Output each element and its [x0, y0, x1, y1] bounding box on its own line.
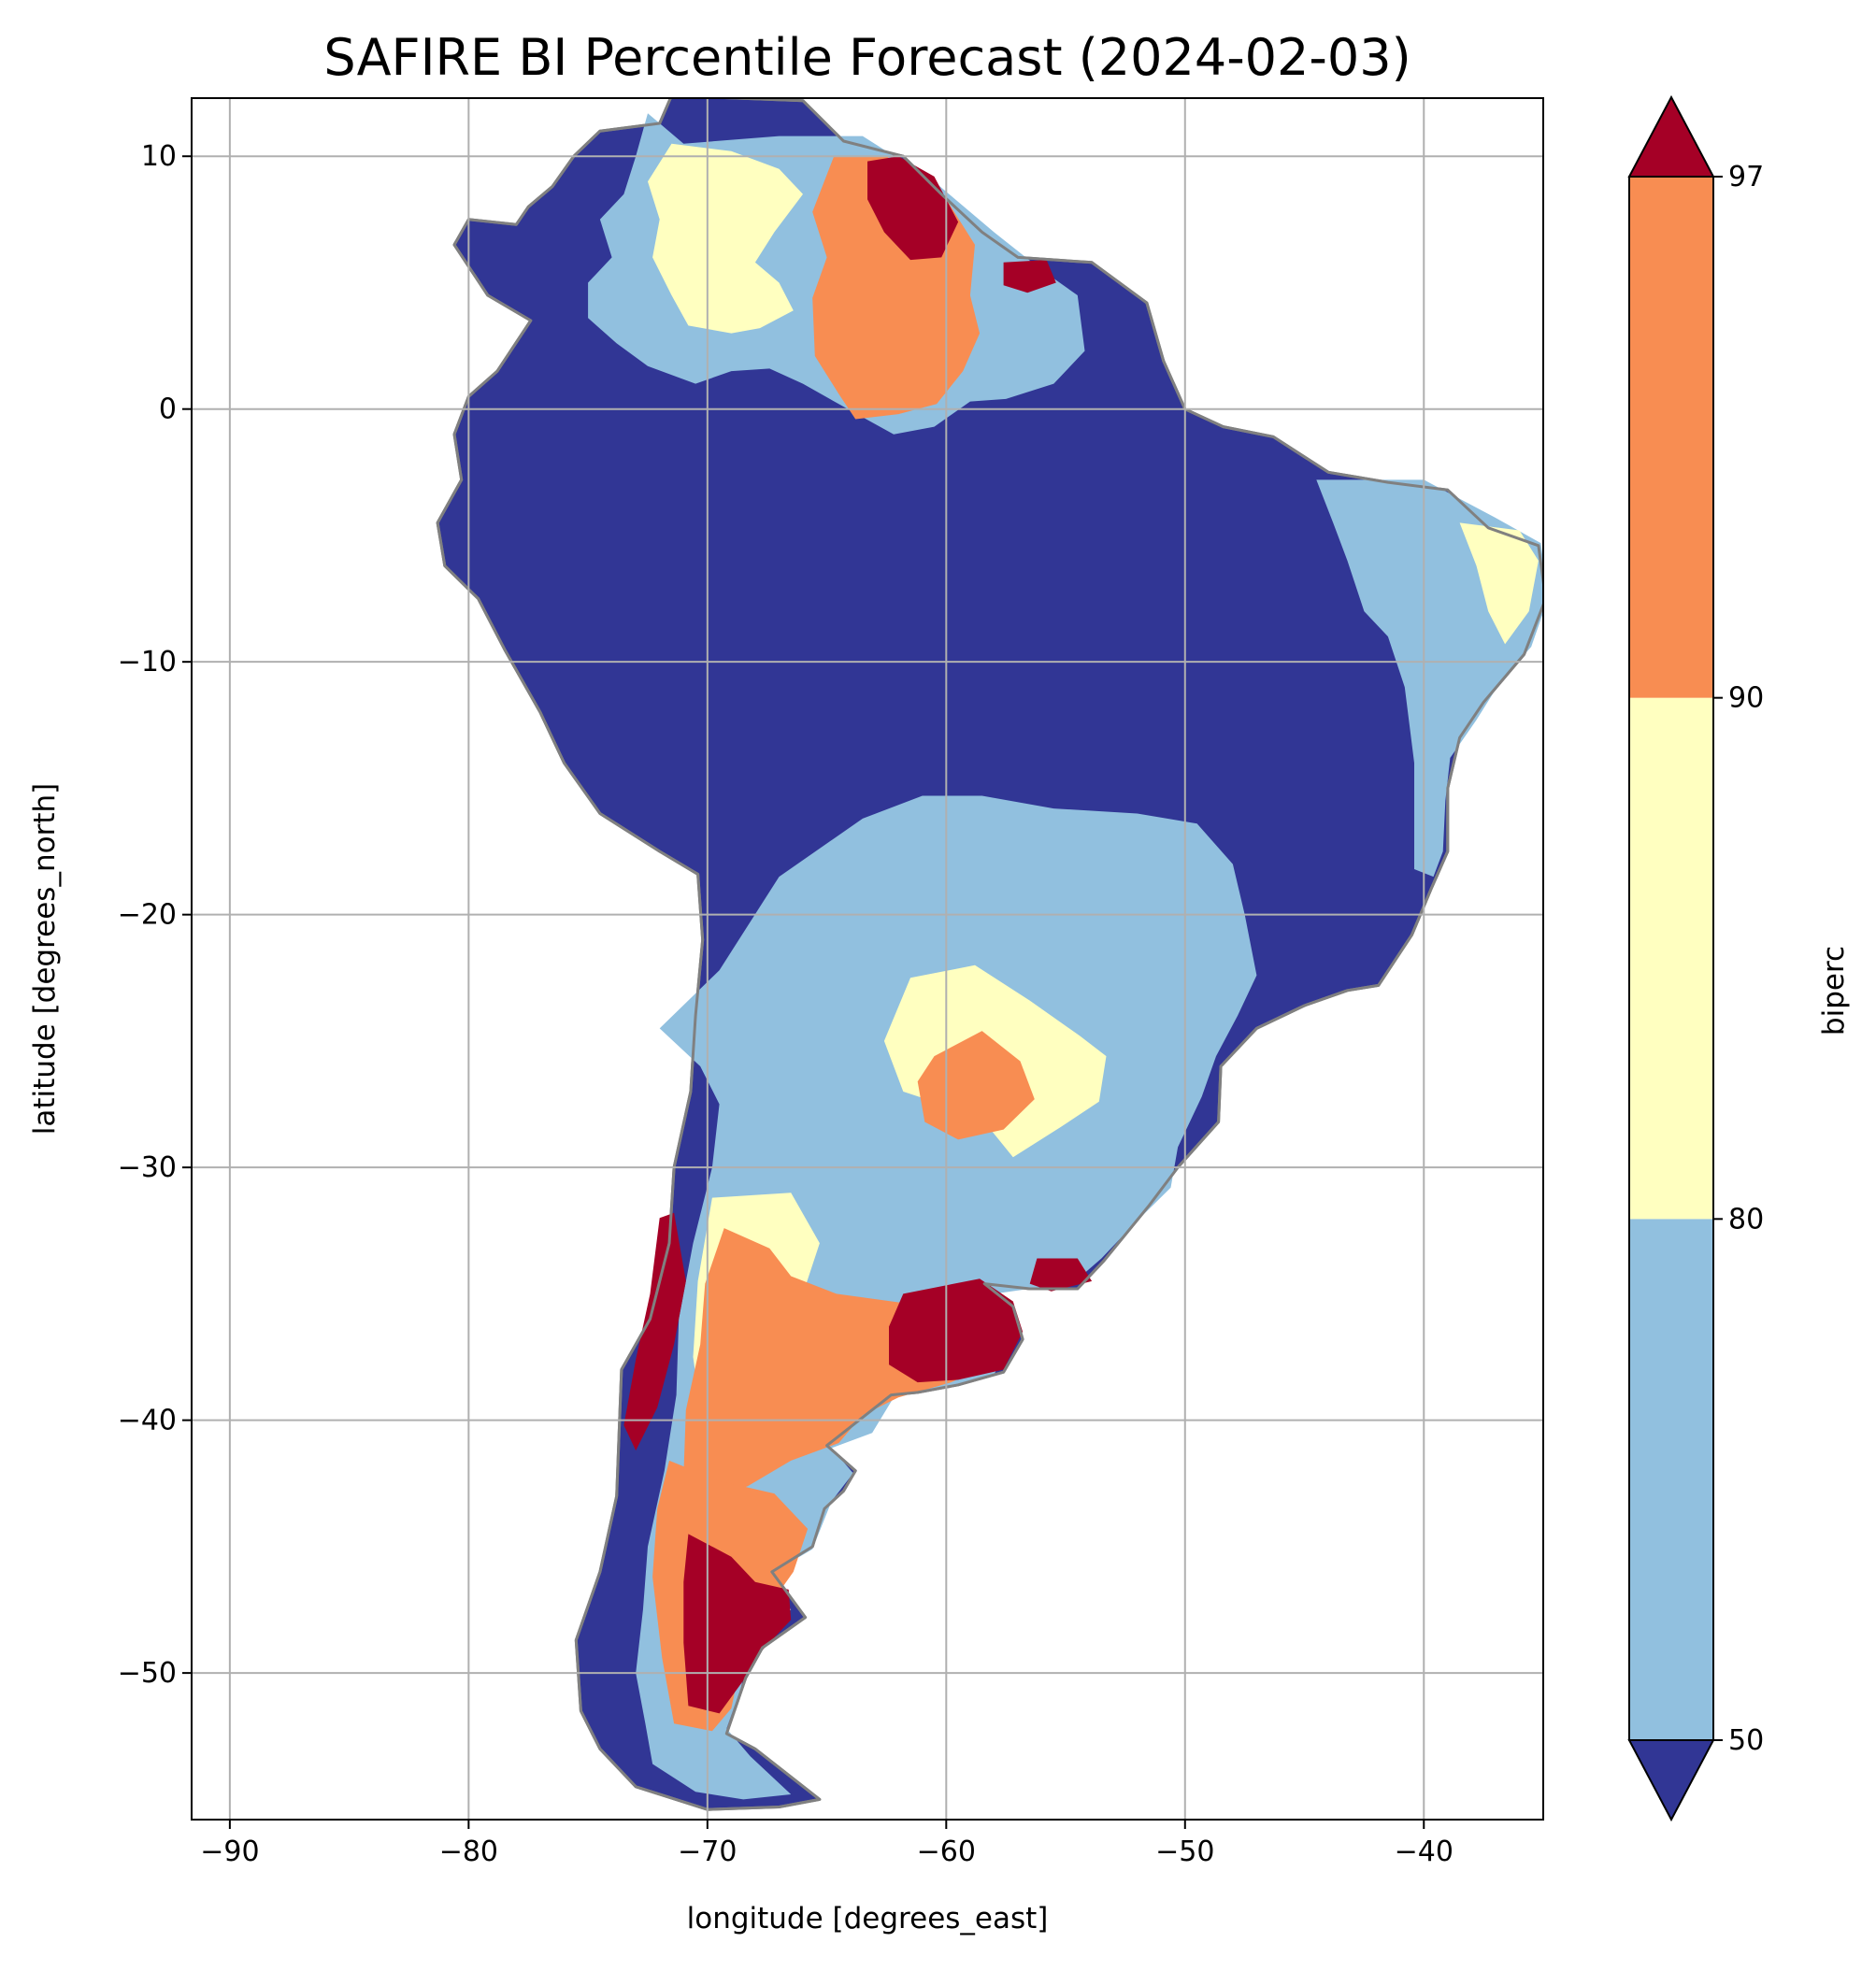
region-mid-7	[1459, 522, 1539, 645]
colorbar-tick-label: 90	[1728, 682, 1764, 715]
colorbar: 50 80 90 97	[1627, 94, 1764, 1822]
region-high-12	[683, 1228, 1009, 1504]
y-tick-label: 10	[141, 140, 177, 173]
plot-frame	[191, 97, 1544, 1821]
y-tick-label: −30	[118, 1151, 177, 1184]
colorbar-extend-min	[1627, 1739, 1715, 1822]
colorbar-segment	[1629, 697, 1713, 1220]
y-tick-label: −50	[118, 1657, 177, 1690]
x-tick-label: −80	[439, 1835, 498, 1868]
x-tick-label: −70	[678, 1835, 737, 1868]
colorbar-tick-label: 80	[1728, 1203, 1764, 1235]
colorbar-segment	[1629, 177, 1713, 698]
y-tick-label: −10	[118, 646, 177, 678]
y-tick-label: 0	[159, 393, 177, 426]
x-tick-label: −60	[917, 1835, 976, 1868]
region-extreme-14	[889, 1278, 1024, 1383]
colorbar-segment	[1629, 1219, 1713, 1740]
colorbar-tick-label: 97	[1728, 161, 1764, 193]
x-tick-label: −50	[1155, 1835, 1214, 1868]
x-tick-label: −90	[200, 1835, 259, 1868]
y-axis-label: latitude [degrees_north]	[28, 783, 62, 1135]
region-extreme-16	[623, 1212, 686, 1451]
colorbar-tick-label: 50	[1728, 1724, 1764, 1757]
y-tick-label: −20	[118, 899, 177, 932]
x-axis: −90 −80 −70 −60 −50 −40	[200, 1820, 1454, 1868]
region-extreme-5	[1003, 260, 1056, 293]
coastline	[436, 98, 1543, 1811]
region-extreme-4	[867, 156, 959, 261]
x-tick-label: −40	[1395, 1835, 1454, 1868]
region-mid-2	[648, 143, 803, 334]
colorbar-label: biperc	[1817, 946, 1851, 1035]
y-tick-label: −40	[118, 1405, 177, 1437]
region-extreme-15	[1029, 1258, 1093, 1292]
x-axis-label: longitude [degrees_east]	[687, 1902, 1049, 1935]
y-axis: 10 0 −10 −20 −30 −40 −50	[118, 140, 192, 1690]
region-extreme-17	[683, 1534, 792, 1714]
colorbar-frame	[1628, 176, 1714, 1741]
colorbar-extend-max	[1627, 94, 1715, 178]
chart-title: SAFIRE BI Percentile Forecast (2024-02-0…	[323, 28, 1411, 87]
grid-lines	[192, 98, 1543, 1820]
map-regions	[436, 98, 1543, 1811]
